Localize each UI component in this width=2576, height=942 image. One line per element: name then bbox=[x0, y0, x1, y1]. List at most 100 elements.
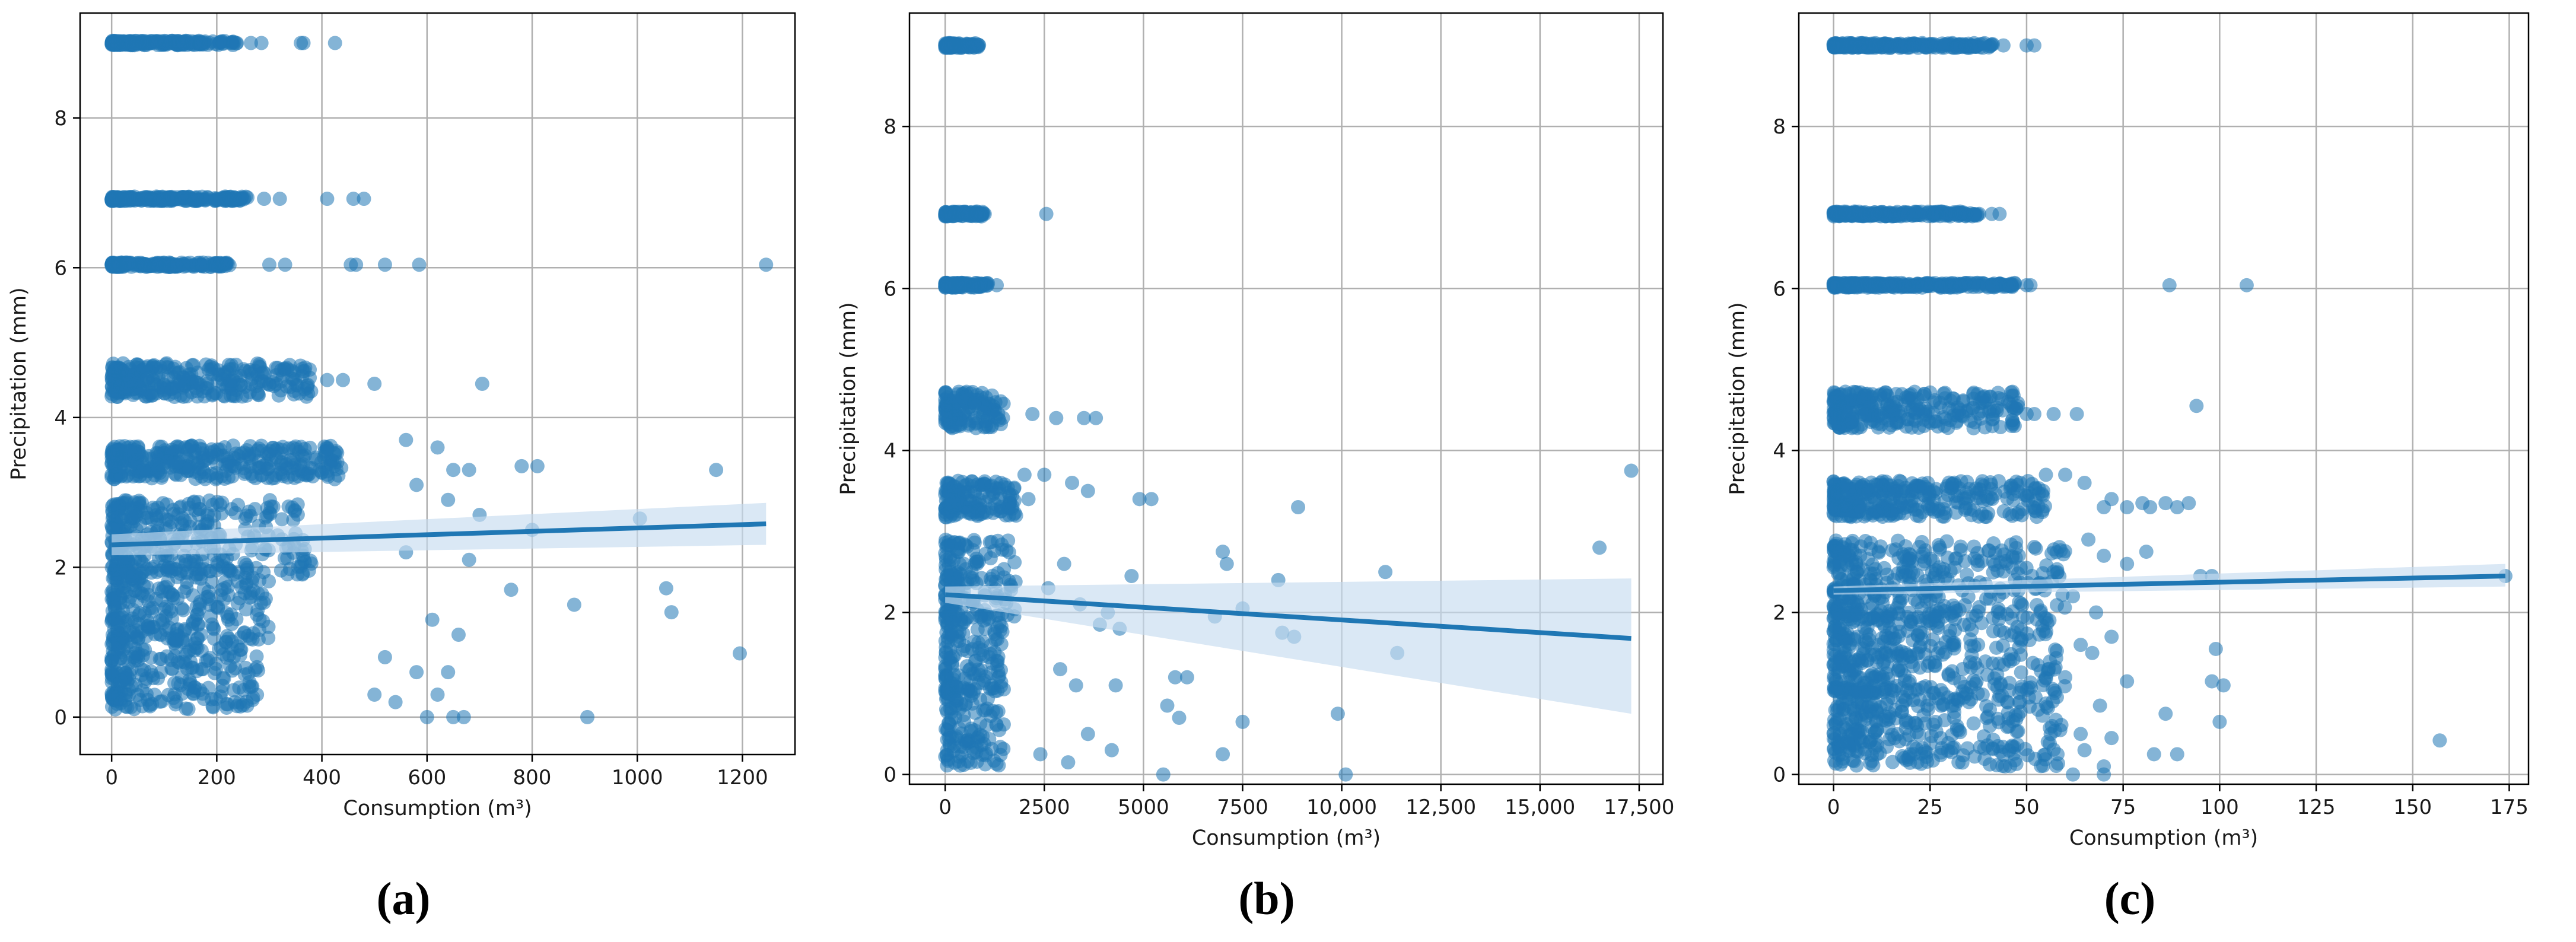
scatter-point bbox=[955, 390, 970, 405]
x-tick-label: 1000 bbox=[612, 766, 663, 790]
scatter-point bbox=[1017, 467, 1032, 482]
scatter-point bbox=[989, 717, 1004, 732]
scatter-point bbox=[1884, 279, 1898, 294]
scatter-point bbox=[1291, 499, 1306, 514]
scatter-point bbox=[942, 569, 956, 584]
scatter-point bbox=[1898, 278, 1913, 293]
scatter-point bbox=[943, 412, 958, 427]
scatter-point bbox=[275, 368, 290, 383]
scatter-point bbox=[278, 257, 292, 272]
scatter-point bbox=[154, 34, 169, 49]
scatter-point bbox=[1839, 208, 1854, 222]
scatter-point bbox=[172, 36, 187, 51]
scatter-point bbox=[208, 656, 223, 671]
scatter-point bbox=[154, 665, 168, 680]
y-tick-label: 2 bbox=[54, 556, 67, 580]
scatter-point bbox=[1049, 410, 1064, 425]
scatter-point bbox=[217, 472, 232, 486]
scatter-point bbox=[222, 658, 237, 673]
scatter-point bbox=[1832, 395, 1847, 410]
scatter-point bbox=[286, 467, 301, 482]
y-tick-label: 0 bbox=[883, 763, 896, 787]
scatter-point bbox=[205, 699, 220, 714]
y-tick-label: 6 bbox=[883, 277, 896, 301]
scatter-point bbox=[967, 634, 982, 649]
scatter-point bbox=[277, 550, 292, 565]
scatter-point bbox=[273, 462, 288, 477]
scatter-point bbox=[159, 356, 174, 371]
scatter-point bbox=[1952, 402, 1967, 417]
scatter-point bbox=[224, 358, 239, 373]
scatter-point bbox=[1928, 205, 1942, 220]
scatter-point bbox=[1021, 492, 1036, 507]
scatter-point bbox=[257, 366, 272, 381]
scatter-point bbox=[177, 513, 192, 528]
scatter-point bbox=[113, 596, 128, 610]
scatter-point bbox=[228, 460, 243, 475]
scatter-point bbox=[122, 359, 136, 374]
scatter-point bbox=[419, 709, 434, 724]
scatter-point bbox=[1156, 767, 1171, 782]
scatter-point bbox=[1124, 569, 1139, 584]
scatter-point bbox=[1835, 480, 1850, 495]
scatter-point bbox=[1025, 406, 1040, 421]
scatter-point bbox=[456, 709, 471, 724]
scatter-point bbox=[942, 716, 956, 731]
scatter-point bbox=[1922, 487, 1937, 502]
scatter-point bbox=[187, 683, 202, 698]
x-tick-label: 10,000 bbox=[1306, 795, 1377, 819]
scatter-point bbox=[388, 695, 403, 709]
scatter-point bbox=[938, 658, 953, 673]
y-tick-label: 8 bbox=[883, 115, 896, 139]
scatter-point bbox=[251, 663, 266, 678]
scatter-point bbox=[261, 448, 276, 463]
scatter-point bbox=[446, 463, 461, 478]
scatter-point bbox=[412, 257, 427, 272]
scatter-point bbox=[2006, 403, 2021, 418]
scatter-point bbox=[1897, 397, 1912, 412]
x-tick-label: 1200 bbox=[717, 766, 768, 790]
scatter-point bbox=[1882, 503, 1897, 518]
scatter-point bbox=[238, 660, 253, 675]
scatter-point bbox=[367, 687, 382, 702]
scatter-point bbox=[1979, 591, 1994, 606]
y-axis-title: Precipitation (mm) bbox=[7, 287, 31, 480]
scatter-point bbox=[1953, 39, 1968, 54]
scatter-point bbox=[961, 418, 976, 433]
scatter-point bbox=[220, 697, 235, 712]
scatter-point bbox=[349, 257, 364, 272]
scatter-point bbox=[116, 663, 131, 678]
x-tick-label: 600 bbox=[408, 766, 446, 790]
scatter-point bbox=[295, 364, 310, 379]
x-tick-label: 800 bbox=[513, 766, 552, 790]
scatter-point bbox=[732, 646, 747, 661]
scatter-point bbox=[1861, 408, 1875, 422]
scatter-point bbox=[107, 501, 122, 515]
scatter-point bbox=[170, 378, 185, 393]
scatter-point bbox=[973, 207, 988, 222]
scatter-point bbox=[430, 440, 445, 455]
scatter-point bbox=[171, 258, 186, 273]
scatter-point bbox=[475, 377, 489, 391]
scatter-point bbox=[2027, 503, 2042, 518]
scatter-point bbox=[169, 456, 184, 470]
scatter-point bbox=[1219, 556, 1234, 571]
scatter-point bbox=[106, 571, 120, 586]
scatter-point bbox=[974, 609, 988, 624]
scatter-point bbox=[941, 475, 956, 490]
scatter-point bbox=[988, 475, 1003, 489]
scatter-point bbox=[1980, 280, 1995, 295]
scatter-point bbox=[1870, 207, 1885, 222]
scatter-point bbox=[196, 36, 211, 50]
scatter-point bbox=[1912, 509, 1927, 524]
scatter-point bbox=[126, 568, 141, 583]
scatter-point bbox=[104, 193, 119, 208]
scatter-point bbox=[984, 534, 999, 549]
scatter-point bbox=[441, 492, 456, 507]
scatter-point bbox=[1179, 670, 1194, 685]
scatter-point bbox=[956, 714, 971, 729]
scatter-point bbox=[1970, 491, 1985, 505]
scatter-point bbox=[320, 373, 335, 387]
scatter-point bbox=[201, 584, 216, 599]
